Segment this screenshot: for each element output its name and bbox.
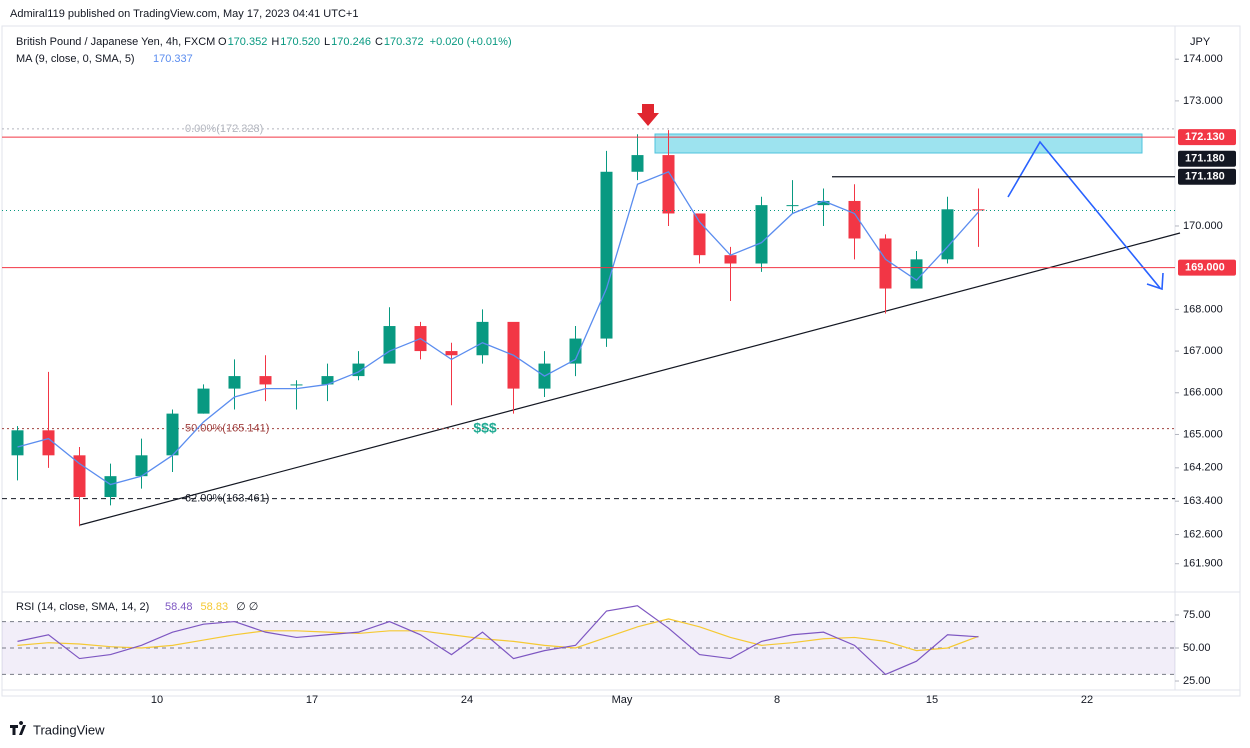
y-tick-label: 174.000 xyxy=(1183,53,1223,65)
ma-value: 170.337 xyxy=(153,53,193,65)
publisher: Admiral119 published on TradingView.com,… xyxy=(10,8,358,20)
arrow-head xyxy=(1146,272,1164,291)
candle-body xyxy=(693,213,706,256)
candle-body xyxy=(569,338,582,364)
candle-body xyxy=(73,455,86,498)
candle-body xyxy=(290,384,303,386)
y-tick-label: 170.000 xyxy=(1183,220,1223,232)
ohlc-label: L xyxy=(324,36,330,48)
y-tick-label: 75.00 xyxy=(1183,609,1211,621)
resistance-zone xyxy=(654,133,1143,154)
ohlc-label: H xyxy=(271,36,279,48)
candle-body xyxy=(135,455,148,477)
ohlc-label: O xyxy=(218,36,227,48)
candle-body xyxy=(259,376,272,385)
brand: TradingView xyxy=(10,721,105,737)
y-tick-label: 50.00 xyxy=(1183,642,1211,654)
level-label: 171.180 xyxy=(1185,171,1225,183)
y-tick-label: 25.00 xyxy=(1183,675,1211,687)
candle-body xyxy=(11,430,24,456)
fib-label: 0.00%(172.328) xyxy=(185,123,263,135)
ma-line xyxy=(17,170,979,486)
brand-logo xyxy=(10,721,26,735)
level-box xyxy=(1178,150,1236,167)
trendline xyxy=(79,232,1181,526)
candle-body xyxy=(786,205,799,207)
y-tick-label: 165.000 xyxy=(1183,428,1223,440)
x-tick-label: 17 xyxy=(306,694,318,706)
rsi-value: 58.83 xyxy=(201,601,229,613)
candle-body xyxy=(724,255,737,264)
rsi-line xyxy=(17,618,979,652)
x-tick-label: 24 xyxy=(461,694,473,706)
y-tick-label: 163.400 xyxy=(1183,495,1223,507)
projection-arrow xyxy=(1007,140,1161,289)
candle-body xyxy=(476,321,489,356)
level-label: 169.000 xyxy=(1185,262,1225,274)
y-tick-label: 167.000 xyxy=(1183,345,1223,357)
level-box xyxy=(1178,259,1236,276)
brand-name: TradingView xyxy=(33,722,105,737)
candle-body xyxy=(600,171,613,339)
rsi-title: RSI (14, close, SMA, 14, 2) xyxy=(16,601,149,613)
y-tick-label: 164.200 xyxy=(1183,462,1223,474)
candle-body xyxy=(817,200,830,206)
currency: JPY xyxy=(1190,36,1211,48)
level-box xyxy=(1178,168,1236,185)
candle-body xyxy=(383,326,396,364)
candle-body xyxy=(879,238,892,289)
level-label: 172.130 xyxy=(1185,131,1225,143)
ohlc-value: 170.352 xyxy=(228,36,268,48)
rsi-line xyxy=(17,605,979,676)
x-tick-label: 22 xyxy=(1081,694,1093,706)
x-tick-label: 15 xyxy=(926,694,938,706)
candle-body xyxy=(228,376,241,389)
y-tick-label: 162.600 xyxy=(1183,528,1223,540)
candle-body xyxy=(941,209,954,260)
marker-arrow xyxy=(637,104,659,126)
candle-body xyxy=(848,200,861,239)
ohlc-value: 170.246 xyxy=(331,36,371,48)
candle-body xyxy=(755,205,768,264)
candle-body xyxy=(972,209,985,211)
candle-body xyxy=(42,430,55,456)
ma-title: MA (9, close, 0, SMA, 5) xyxy=(16,53,135,65)
level-label: 171.180 xyxy=(1185,153,1225,165)
frame xyxy=(1,25,1241,697)
y-tick-label: 161.900 xyxy=(1183,558,1223,570)
x-tick-label: 10 xyxy=(151,694,163,706)
candle-body xyxy=(662,155,675,214)
fib-label: 50.00%(165.141) xyxy=(185,422,269,434)
level-box xyxy=(1178,129,1236,146)
x-tick-label: 8 xyxy=(774,694,780,706)
candle-body xyxy=(910,259,923,289)
ohlc-value: 170.520 xyxy=(280,36,320,48)
y-tick-label: 173.000 xyxy=(1183,95,1223,107)
y-tick-label: 168.000 xyxy=(1183,303,1223,315)
rsi-value: 58.48 xyxy=(165,601,193,613)
ohlc-label: C xyxy=(375,36,383,48)
candle-body xyxy=(166,413,179,456)
candle-body xyxy=(104,476,117,498)
ohlc-value: 170.372 xyxy=(384,36,424,48)
fib-label: 62.00%(163.461) xyxy=(185,493,269,505)
rsi-extra: ∅ ∅ xyxy=(236,601,258,613)
candle-body xyxy=(445,351,458,356)
symbol-title: British Pound / Japanese Yen, 4h, FXCM xyxy=(16,36,215,48)
candle-body xyxy=(321,376,334,385)
x-tick-label: May xyxy=(612,694,633,706)
annotation: $$$ xyxy=(473,420,497,436)
change: +0.020 (+0.01%) xyxy=(430,36,512,48)
y-tick-label: 166.000 xyxy=(1183,387,1223,399)
candle-body xyxy=(197,388,210,414)
candle-body xyxy=(631,155,644,172)
